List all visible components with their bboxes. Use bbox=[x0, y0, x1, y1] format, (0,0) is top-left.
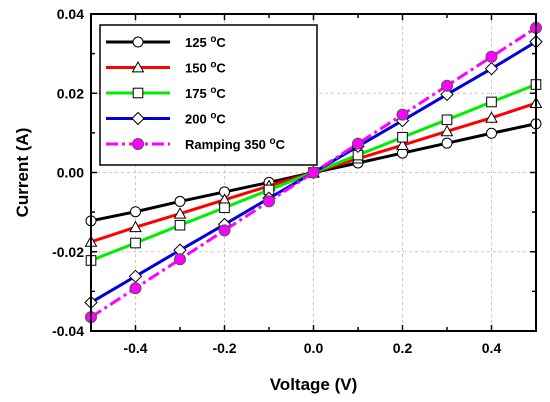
y-tick-label: -0.04 bbox=[52, 323, 84, 339]
legend-marker bbox=[132, 87, 144, 99]
y-tick-label: 0.02 bbox=[57, 85, 84, 101]
legend-marker bbox=[131, 111, 145, 126]
x-tick-label: -0.4 bbox=[123, 340, 147, 356]
data-point bbox=[484, 61, 499, 76]
data-point bbox=[130, 206, 141, 218]
data-point bbox=[396, 138, 409, 151]
data-point bbox=[218, 224, 231, 237]
data-point bbox=[441, 137, 453, 149]
data-point bbox=[441, 79, 453, 92]
legend-label: 150 oC bbox=[185, 60, 226, 76]
data-point bbox=[486, 96, 497, 108]
data-point bbox=[396, 108, 409, 121]
x-tick-label: -0.2 bbox=[212, 340, 236, 356]
data-point bbox=[397, 131, 408, 143]
data-point bbox=[486, 127, 497, 139]
legend-marker bbox=[131, 60, 145, 73]
legend-marker bbox=[132, 138, 144, 150]
data-point bbox=[129, 282, 142, 295]
x-axis-title: Voltage (V) bbox=[270, 375, 358, 394]
data-point bbox=[174, 253, 186, 266]
x-tick-label: 0.2 bbox=[393, 340, 413, 356]
data-point bbox=[263, 195, 275, 208]
legend: 125 oC 150 oC 175 oC 200 oC Ramping 350 oC bbox=[99, 24, 318, 166]
data-point bbox=[174, 195, 186, 207]
series-layer bbox=[84, 21, 543, 324]
legend-label: 175 oC bbox=[185, 85, 226, 101]
data-point bbox=[130, 237, 141, 249]
y-tick-label: -0.02 bbox=[52, 244, 84, 260]
y-tick-label: 0.04 bbox=[57, 6, 84, 22]
y-tick-label: 0.00 bbox=[57, 165, 84, 181]
ticks: -0.4 -0.2 0.0 0.2 0.4 -0.04 -0.02 0.00 0.02 0.04 bbox=[52, 6, 537, 356]
data-point bbox=[352, 137, 364, 150]
data-point bbox=[441, 114, 453, 126]
legend-label: Ramping 350 oC bbox=[185, 136, 286, 152]
y-axis-title: Current (A) bbox=[13, 128, 32, 218]
legend-label: 200 oC bbox=[185, 111, 226, 127]
data-point bbox=[307, 166, 320, 179]
legend-marker bbox=[132, 36, 144, 48]
x-tick-label: 0.4 bbox=[482, 340, 502, 356]
data-point bbox=[440, 87, 454, 102]
x-tick-label: 0.0 bbox=[304, 340, 324, 356]
data-point bbox=[173, 207, 187, 219]
data-point bbox=[219, 202, 230, 214]
series-line bbox=[90, 26, 537, 319]
data-point bbox=[485, 111, 498, 123]
data-point bbox=[129, 220, 142, 233]
data-point bbox=[174, 219, 186, 231]
legend-label: 125 oC bbox=[185, 34, 226, 50]
data-point bbox=[440, 124, 454, 137]
series-4 bbox=[85, 21, 542, 324]
data-point bbox=[485, 50, 498, 63]
